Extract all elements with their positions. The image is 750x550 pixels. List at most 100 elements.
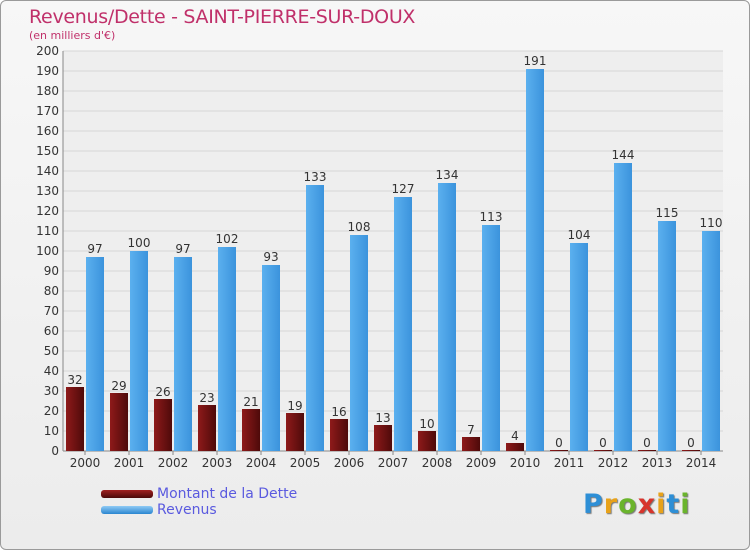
x-tick-label: 2001 bbox=[114, 456, 145, 470]
y-tick-label: 110 bbox=[36, 224, 59, 238]
logo-letter: o bbox=[618, 489, 638, 520]
bar-revenus bbox=[482, 225, 500, 451]
y-tick-label: 130 bbox=[36, 184, 59, 198]
logo-letter: i bbox=[656, 489, 667, 520]
data-label-dette: 0 bbox=[687, 436, 695, 450]
bar-dette bbox=[286, 413, 304, 451]
data-label-revenus: 191 bbox=[524, 54, 547, 68]
bar-dette bbox=[242, 409, 260, 451]
bar-revenus bbox=[526, 69, 544, 451]
data-label-dette: 0 bbox=[643, 436, 651, 450]
legend-label-revenus: Revenus bbox=[157, 502, 217, 518]
data-label-revenus: 113 bbox=[480, 210, 503, 224]
data-label-dette: 19 bbox=[287, 399, 302, 413]
bar-revenus bbox=[702, 231, 720, 451]
x-tick-label: 2008 bbox=[422, 456, 453, 470]
bar-dette bbox=[682, 450, 700, 451]
x-tick-label: 2002 bbox=[158, 456, 189, 470]
bar-dette bbox=[550, 450, 568, 451]
bar-revenus bbox=[218, 247, 236, 451]
y-tick-label: 80 bbox=[44, 284, 59, 298]
y-tick-label: 0 bbox=[51, 444, 59, 458]
bar-revenus bbox=[130, 251, 148, 451]
bar-dette bbox=[330, 419, 348, 451]
data-label-dette: 21 bbox=[243, 395, 258, 409]
x-tick-label: 2012 bbox=[598, 456, 629, 470]
data-label-revenus: 108 bbox=[348, 220, 371, 234]
bar-revenus bbox=[394, 197, 412, 451]
data-label-revenus: 127 bbox=[392, 182, 415, 196]
x-tick-label: 2003 bbox=[202, 456, 233, 470]
bar-revenus bbox=[174, 257, 192, 451]
bar-dette bbox=[594, 450, 612, 451]
chart-title: Revenus/Dette - SAINT-PIERRE-SUR-DOUX bbox=[29, 6, 416, 28]
logo-letter: P bbox=[583, 489, 604, 520]
data-label-revenus: 97 bbox=[87, 242, 102, 256]
x-tick-label: 2004 bbox=[246, 456, 277, 470]
y-tick-label: 30 bbox=[44, 384, 59, 398]
bar-revenus bbox=[86, 257, 104, 451]
bar-dette bbox=[462, 437, 480, 451]
data-label-dette: 0 bbox=[555, 436, 563, 450]
data-label-revenus: 97 bbox=[175, 242, 190, 256]
data-label-revenus: 100 bbox=[128, 236, 151, 250]
proxiti-logo: Proxiti bbox=[583, 489, 691, 520]
data-label-dette: 16 bbox=[331, 405, 346, 419]
x-tick-label: 2006 bbox=[334, 456, 365, 470]
data-label-dette: 10 bbox=[419, 417, 434, 431]
y-tick-label: 190 bbox=[36, 64, 59, 78]
x-tick-label: 2014 bbox=[686, 456, 717, 470]
bar-dette bbox=[418, 431, 436, 451]
bar-dette bbox=[154, 399, 172, 451]
data-label-dette: 0 bbox=[599, 436, 607, 450]
bar-dette bbox=[638, 450, 656, 451]
bar-revenus bbox=[438, 183, 456, 451]
bar-revenus bbox=[262, 265, 280, 451]
data-label-dette: 4 bbox=[511, 429, 519, 443]
bar-dette bbox=[66, 387, 84, 451]
legend-label-dette: Montant de la Dette bbox=[157, 486, 298, 502]
logo-letter: r bbox=[603, 489, 619, 520]
y-tick-label: 40 bbox=[44, 364, 59, 378]
chart-subtitle: (en milliers d'€) bbox=[29, 29, 116, 42]
y-tick-label: 70 bbox=[44, 304, 59, 318]
legend-swatch-revenus bbox=[101, 506, 153, 514]
data-label-dette: 32 bbox=[67, 373, 82, 387]
bar-dette bbox=[506, 443, 524, 451]
x-tick-label: 2007 bbox=[378, 456, 409, 470]
y-tick-label: 100 bbox=[36, 244, 59, 258]
data-label-revenus: 144 bbox=[612, 148, 635, 162]
y-tick-label: 160 bbox=[36, 124, 59, 138]
data-label-dette: 13 bbox=[375, 411, 390, 425]
y-tick-label: 120 bbox=[36, 204, 59, 218]
data-label-dette: 23 bbox=[199, 391, 214, 405]
y-tick-label: 60 bbox=[44, 324, 59, 338]
x-tick-label: 2000 bbox=[70, 456, 101, 470]
y-tick-label: 150 bbox=[36, 144, 59, 158]
bar-revenus bbox=[614, 163, 632, 451]
data-label-revenus: 134 bbox=[436, 168, 459, 182]
bar-revenus bbox=[306, 185, 324, 451]
y-tick-label: 10 bbox=[44, 424, 59, 438]
logo-letter: t bbox=[666, 489, 681, 520]
x-tick-label: 2011 bbox=[554, 456, 585, 470]
data-label-revenus: 133 bbox=[304, 170, 327, 184]
y-tick-label: 50 bbox=[44, 344, 59, 358]
data-label-dette: 29 bbox=[111, 379, 126, 393]
x-tick-label: 2009 bbox=[466, 456, 497, 470]
bar-dette bbox=[110, 393, 128, 451]
bar-revenus bbox=[350, 235, 368, 451]
data-label-revenus: 110 bbox=[700, 216, 723, 230]
data-label-dette: 7 bbox=[467, 423, 475, 437]
logo-letter: i bbox=[680, 489, 691, 520]
bar-dette bbox=[374, 425, 392, 451]
y-tick-label: 20 bbox=[44, 404, 59, 418]
data-label-revenus: 102 bbox=[216, 232, 239, 246]
bar-revenus bbox=[658, 221, 676, 451]
x-tick-label: 2013 bbox=[642, 456, 673, 470]
y-tick-label: 180 bbox=[36, 84, 59, 98]
logo-letter: x bbox=[637, 489, 657, 520]
data-label-revenus: 93 bbox=[263, 250, 278, 264]
bar-dette bbox=[198, 405, 216, 451]
